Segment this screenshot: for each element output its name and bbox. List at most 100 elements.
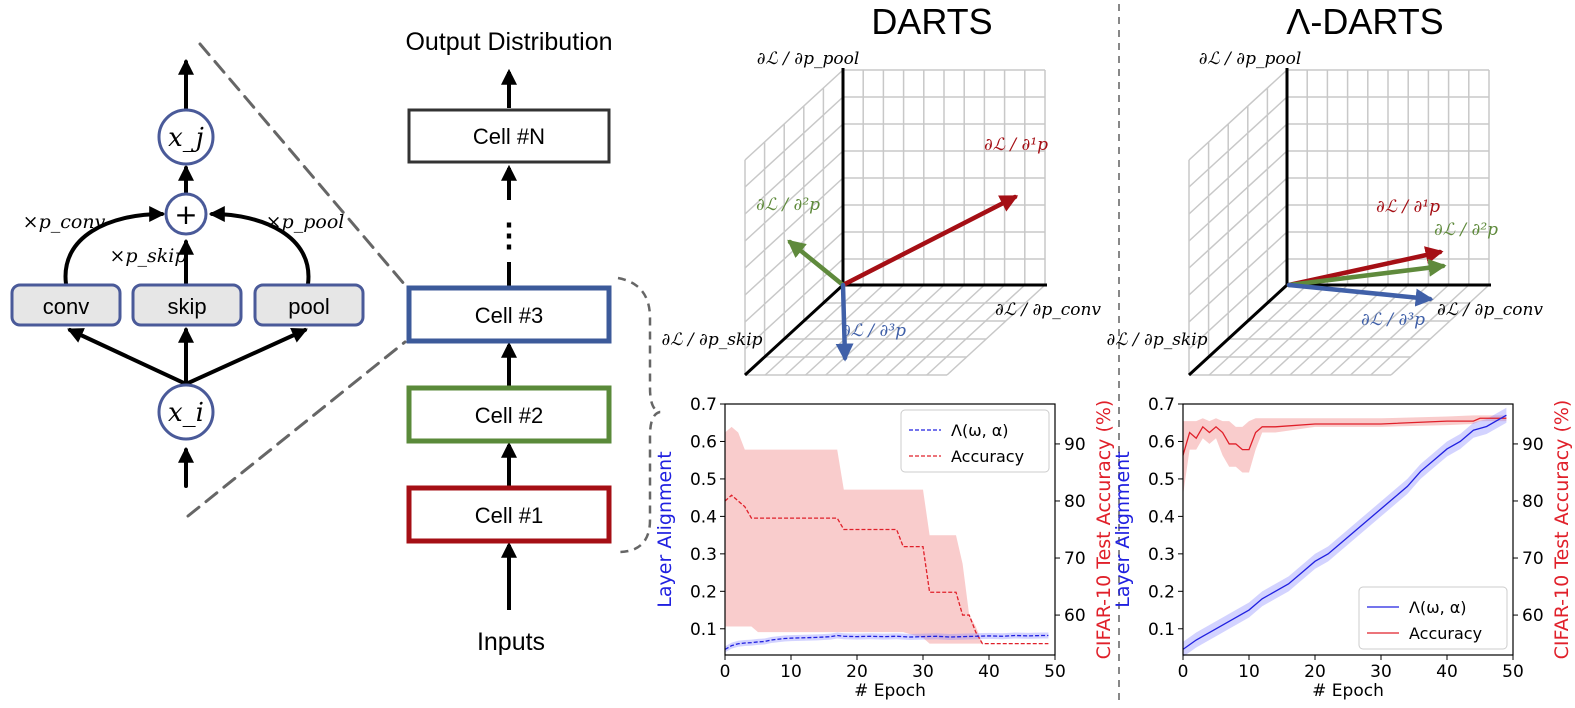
lambda-alignment-line (1182, 414, 1507, 650)
lambda-grid-line (1188, 69, 1288, 161)
lambda-y2-tick-label: 70 (1522, 549, 1544, 569)
cell-2-label: Cell #2 (475, 403, 543, 428)
darts-grad2-label: ∂ℒ / ∂²p (756, 195, 820, 215)
darts-axis-labels: ∂ℒ / ∂p_pool ∂ℒ / ∂p_skip ∂ℒ / ∂p_conv ∂… (661, 49, 1101, 350)
lambda-y-tick-label: 0.7 (1148, 395, 1175, 415)
lambda-grid-line (1188, 177, 1288, 269)
inputs-label: Inputs (477, 628, 545, 656)
op-box-pool (253, 283, 365, 327)
lambda-grad2-label: ∂ℒ / ∂²p (1434, 220, 1498, 240)
darts-axis-skip (743, 283, 845, 377)
lambda-grid-line (1188, 204, 1288, 296)
lambda-grad1-label: ∂ℒ / ∂¹p (1376, 197, 1440, 217)
darts-legend-label: Accuracy (951, 447, 1024, 466)
darts-grid-line (784, 284, 884, 376)
lambda-legend-label: Accuracy (1409, 624, 1482, 643)
lambda-grid-line (1370, 284, 1470, 376)
lambda-darts-3d-grid (1187, 68, 1491, 377)
lambda-accuracy-line (1182, 417, 1507, 456)
darts-grid-line (865, 284, 965, 376)
lambda-y-axis-label: Layer Alignment (1112, 451, 1134, 607)
lambda-alignment-band (1183, 407, 1507, 657)
cell-3-label: Cell #3 (475, 303, 543, 328)
lambda-y-tick-label: 0.4 (1148, 507, 1175, 527)
darts-accuracy-line (724, 494, 1049, 645)
darts-x-tick-label: 40 (978, 662, 1000, 682)
darts-x-tick-label: 10 (780, 662, 802, 682)
brace (617, 276, 661, 554)
darts-y-axis-label: Layer Alignment (654, 451, 676, 607)
node-xj (157, 108, 215, 166)
network-stack (406, 68, 661, 610)
lambda-grid-line (1269, 284, 1369, 376)
darts-grid-line (805, 284, 905, 376)
darts-grad2-arrow (787, 239, 846, 288)
darts-alignment-chart: 0 10 20 30 40 50 0.1 0.2 0.3 0.4 0.5 0.6 0.7 60 70 80 90… (654, 395, 1115, 701)
lambda-y-tick-label: 0.3 (1148, 545, 1175, 565)
darts-title: DARTS (871, 1, 992, 42)
darts-grid-line (744, 204, 844, 296)
darts-legend (900, 409, 1050, 473)
op-skip-label: skip (167, 294, 206, 319)
weight-conv-label: ×p_conv (23, 211, 106, 233)
lambda-y2-tick-label: 90 (1522, 435, 1544, 455)
lambda-grid-line (1188, 123, 1288, 215)
lambda-gradients (1286, 246, 1447, 307)
zoom-line-top (198, 42, 407, 287)
zoom-line-bottom (186, 340, 407, 518)
lambda-plot-frame (1182, 403, 1514, 656)
node-xi-label: x_i (168, 398, 204, 428)
network-labels: Output Distribution Cell #N Cell #3 Cell… (405, 28, 612, 656)
darts-grad3-arrow (835, 282, 854, 362)
lambda-grid-line (1228, 284, 1328, 376)
darts-grid-line (885, 284, 985, 376)
lambda-x-tick-label: 20 (1304, 662, 1326, 682)
lambda-grad2-arrow (1286, 258, 1447, 288)
lambda-grid-line (1188, 231, 1288, 323)
darts-legend-label: Λ(ω, α) (951, 421, 1009, 440)
darts-x-axis-label: # Epoch (854, 681, 926, 701)
sum-node (164, 192, 208, 236)
darts-y-tick-label: 0.4 (690, 507, 717, 527)
cell-n-label: Cell #N (473, 124, 545, 149)
lambda-grid-line (1188, 258, 1288, 350)
darts-grid-line (926, 284, 1026, 376)
lambda-grid-line (1390, 284, 1490, 376)
edge-to-conv (67, 328, 188, 386)
darts-grid-line (764, 284, 864, 376)
darts-y-tick-label: 0.2 (690, 582, 717, 602)
darts-accuracy-band (725, 426, 1049, 644)
cell-detail-diagram (10, 42, 407, 518)
darts-axis-skip: ∂ℒ / ∂p_skip (661, 330, 762, 350)
cell-1-label: Cell #1 (475, 503, 543, 528)
darts-grid-line (744, 123, 844, 215)
darts-gradients (787, 194, 1019, 362)
lambda-grid-line (1309, 284, 1409, 376)
lambda-grid-line (1329, 284, 1429, 376)
weight-skip-label: ×p_skip (109, 245, 186, 267)
weight-pool-label: ×p_pool (266, 211, 345, 233)
darts-grid-line (845, 284, 945, 376)
lambda-grid-line (1289, 284, 1389, 376)
darts-x-tick-label: 50 (1044, 662, 1066, 682)
cell-1-box (406, 485, 612, 544)
edge-conv-sum (63, 206, 166, 286)
lambda-x-tick-label: 50 (1502, 662, 1524, 682)
op-box-conv (10, 283, 122, 327)
darts-y-tick-label: 0.3 (690, 545, 717, 565)
lambda-grid-line (1188, 150, 1288, 242)
lambda-x-tick-label: 30 (1370, 662, 1392, 682)
darts-grid-line (744, 177, 844, 269)
lambda-axis-skip (1187, 283, 1289, 377)
darts-y2-tick-label: 70 (1064, 549, 1086, 569)
lambda-grid-line (1350, 284, 1450, 376)
darts-x-tick-label: 30 (912, 662, 934, 682)
lambda-grad3-arrow (1286, 282, 1434, 307)
darts-3d-grid (743, 68, 1047, 377)
cell-detail-labels: conv skip pool x_i x_j + ×p_conv ×p_skip… (23, 123, 345, 428)
op-pool-label: pool (288, 294, 330, 319)
lambda-axis-conv: ∂ℒ / ∂p_conv (1437, 300, 1543, 320)
darts-plot-frame (724, 403, 1056, 656)
darts-alignment-line (724, 634, 1049, 650)
